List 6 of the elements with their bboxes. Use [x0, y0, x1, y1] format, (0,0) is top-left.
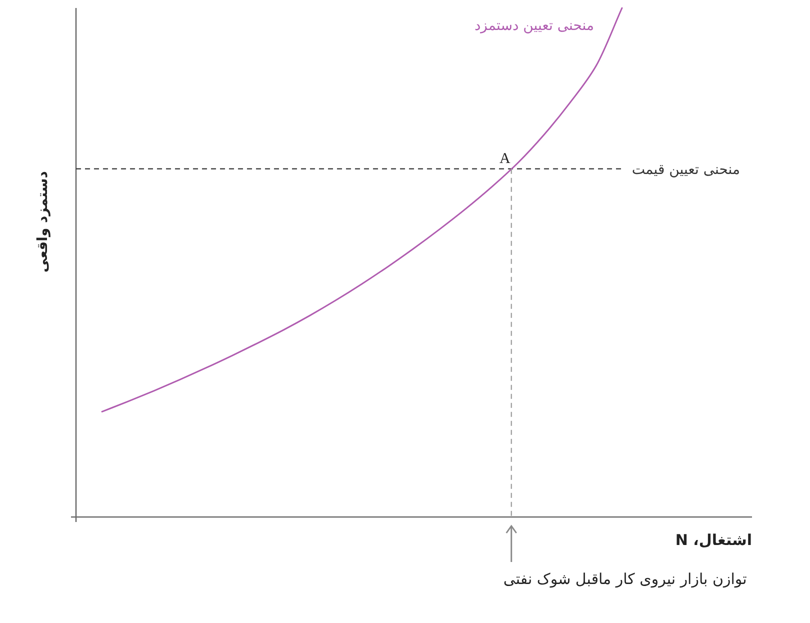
xlabel: اشتغال، N	[675, 531, 752, 549]
annotation: A	[499, 150, 510, 167]
series-label: منحنی تعیین دستمزد	[474, 18, 594, 34]
ref-line-label: منحنی تعیین قیمت	[632, 162, 740, 178]
ylabel: دستمزد واقعی	[35, 171, 51, 273]
annotation: توازن بازار نیروی کار ماقبل شوک نفتی	[503, 570, 747, 588]
